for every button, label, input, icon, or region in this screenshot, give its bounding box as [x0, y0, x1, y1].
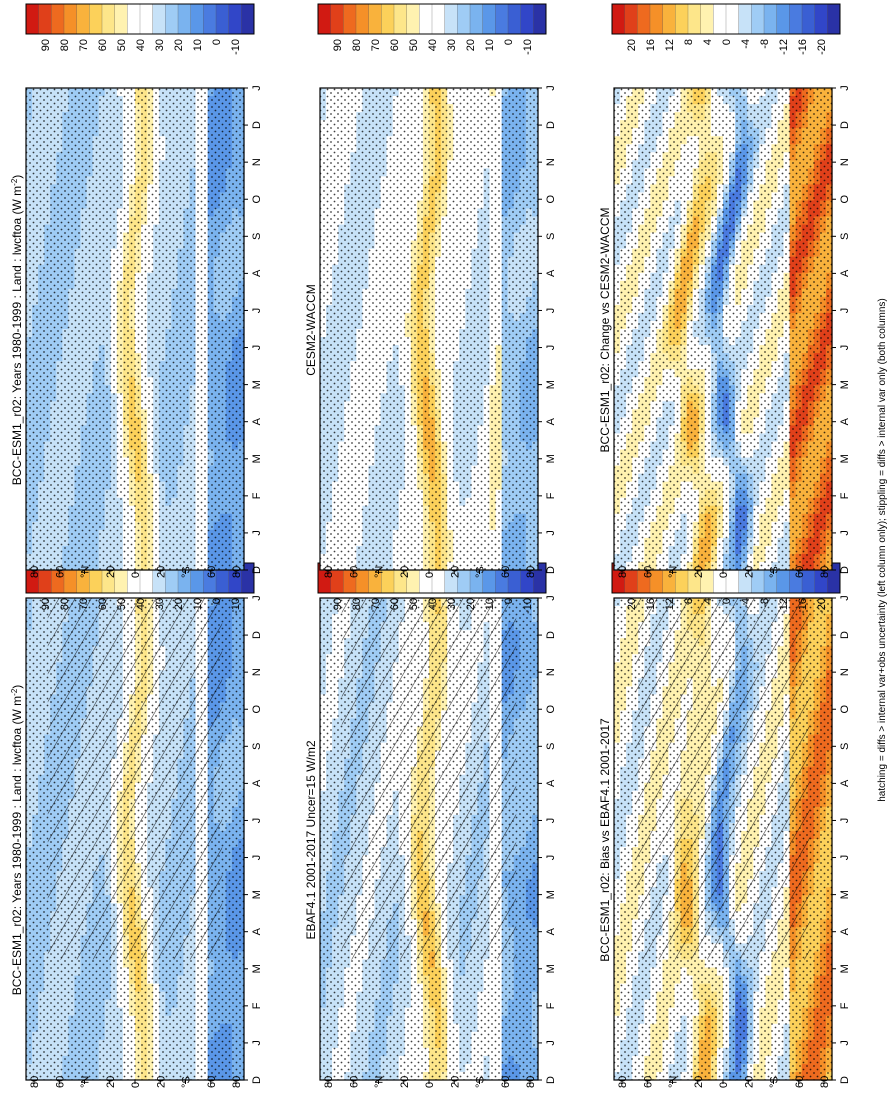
month-tick-label: M	[251, 890, 263, 899]
colorbar-tick-label: 70	[78, 39, 90, 51]
month-tick-label: J	[251, 855, 263, 861]
colorbar-tick-label: 60	[97, 39, 109, 51]
lat-tick-label: 0	[130, 1082, 142, 1088]
month-tick-label: M	[251, 454, 263, 463]
colorbar-swatch	[89, 4, 102, 34]
stipple-overlay	[26, 88, 244, 570]
lat-tick-label: 20	[105, 566, 117, 578]
colorbar-tick-label: 40	[135, 39, 147, 51]
colorbar-swatch	[216, 4, 229, 34]
colorbar-tick-label: 10	[192, 598, 204, 610]
lat-tick-label: 60	[54, 566, 66, 578]
panel-2: 80 60 °N 20 0 20 °S 60 80 D J F M A M J J A S O N D J BCC-ESM1_…	[10, 4, 264, 578]
month-tick-label: J	[251, 530, 263, 536]
panels: 80 60 °N 20 0 20 °S 60 80 D J F M A M J J A S O N D J BCC-ESM1_…	[10, 4, 852, 1088]
lat-tick-label: 80	[231, 566, 243, 578]
colorbar-tick-label: 50	[116, 39, 128, 51]
colorbar: 90 80 70 60 50 40 30 20 10 0 -10	[26, 4, 254, 55]
title-close: )	[10, 175, 24, 179]
month-tick-label: D	[251, 631, 263, 639]
lat-tick-label: 80	[29, 1076, 41, 1088]
colorbar-swatch	[191, 4, 204, 34]
colorbar-swatch	[153, 4, 166, 34]
month-tick-label: D	[251, 1076, 263, 1084]
month-tick-label: J	[251, 818, 263, 824]
colorbar-swatch	[77, 4, 90, 34]
colorbar-swatch	[229, 4, 242, 34]
lat-tick-label: 20	[155, 1076, 167, 1088]
month-tick-label: A	[251, 417, 263, 425]
month-tick-label: D	[251, 566, 263, 574]
colorbar-tick-label: 30	[154, 39, 166, 51]
colorbar-tick-label: 0	[211, 39, 223, 45]
month-tick-label: J	[251, 85, 263, 91]
month-tick-label: A	[251, 779, 263, 787]
lat-tick-label: 20	[105, 1076, 117, 1088]
colorbar-swatch	[115, 4, 128, 34]
panel-title: BCC-ESM1_r02: Years 1980-1999 : Land : l…	[10, 175, 25, 486]
month-tick-label: A	[251, 927, 263, 935]
lat-tick-label: 60	[206, 1076, 218, 1088]
lat-tick-label: 60	[54, 1076, 66, 1088]
month-tick-label: J	[251, 595, 263, 601]
colorbar-swatch	[178, 4, 191, 34]
month-tick-label: J	[251, 345, 263, 351]
colorbar-swatch	[127, 4, 140, 34]
month-tick-label: M	[251, 964, 263, 973]
colorbar-tick-label: 20	[173, 39, 185, 51]
colorbar-tick-label: 70	[78, 598, 90, 610]
title-close: )	[10, 685, 24, 689]
colorbar-swatch	[140, 4, 153, 34]
month-tick-label: N	[251, 668, 263, 676]
month-tick-label: S	[251, 233, 263, 240]
colorbar-swatch	[26, 4, 39, 34]
colorbar-tick-label: 80	[59, 39, 71, 51]
colorbar-tick-label: 80	[59, 598, 71, 610]
colorbar-swatch	[39, 4, 52, 34]
colorbar-swatch	[241, 4, 254, 34]
hatch-overlay	[48, 598, 222, 960]
colorbar-swatch	[165, 4, 178, 34]
colorbar-tick-label: 30	[154, 598, 166, 610]
month-tick-label: J	[251, 308, 263, 314]
month-tick-label: A	[251, 269, 263, 277]
colorbar-tick-label: 90	[40, 39, 52, 51]
month-tick-label: D	[251, 121, 263, 129]
lat-tick-label: 20	[155, 566, 167, 578]
lat-tick-label: °N	[80, 1076, 92, 1088]
colorbar-tick-label: 60	[97, 598, 109, 610]
month-tick-label: N	[251, 158, 263, 166]
month-tick-label: F	[251, 1002, 263, 1009]
panel-1: 80 60 °N 20 0 20 °S 60 80 D J F M A M J J A S O N D J BCC-ESM1_…	[10, 563, 264, 1088]
lat-tick-label: 80	[231, 1076, 243, 1088]
figure-footnote: hatching = diffs > internal var+obs unce…	[877, 298, 888, 802]
lat-tick-label: °N	[80, 566, 92, 578]
month-tick-label: O	[251, 705, 263, 714]
colorbar-swatch	[203, 4, 216, 34]
colorbar-tick-label: 0	[211, 598, 223, 604]
month-tick-label: F	[251, 492, 263, 499]
colorbar-swatch	[64, 4, 77, 34]
colorbar-swatch	[51, 4, 64, 34]
colorbar-tick-label: -10	[230, 39, 242, 55]
month-tick-label: O	[251, 195, 263, 204]
month-tick-label: M	[251, 380, 263, 389]
lat-tick-label: °S	[181, 1076, 193, 1088]
month-tick-label: J	[251, 1040, 263, 1046]
lat-tick-label: 80	[29, 566, 41, 578]
colorbar-tick-label: 40	[135, 598, 147, 610]
lat-tick-label: 60	[206, 566, 218, 578]
colorbar-tick-label: 90	[40, 598, 52, 610]
colorbar-tick-label: 20	[173, 598, 185, 610]
lat-tick-label: 0	[130, 572, 142, 578]
lat-tick-label: °S	[181, 566, 193, 578]
colorbar-tick-label: 10	[192, 39, 204, 51]
colorbar-swatch	[102, 4, 115, 34]
month-tick-label: S	[251, 743, 263, 750]
colorbar-tick-label: -10	[230, 598, 242, 614]
panel-title: BCC-ESM1_r02: Years 1980-1999 : Land : l…	[10, 685, 25, 996]
colorbar-tick-label: 50	[116, 598, 128, 610]
